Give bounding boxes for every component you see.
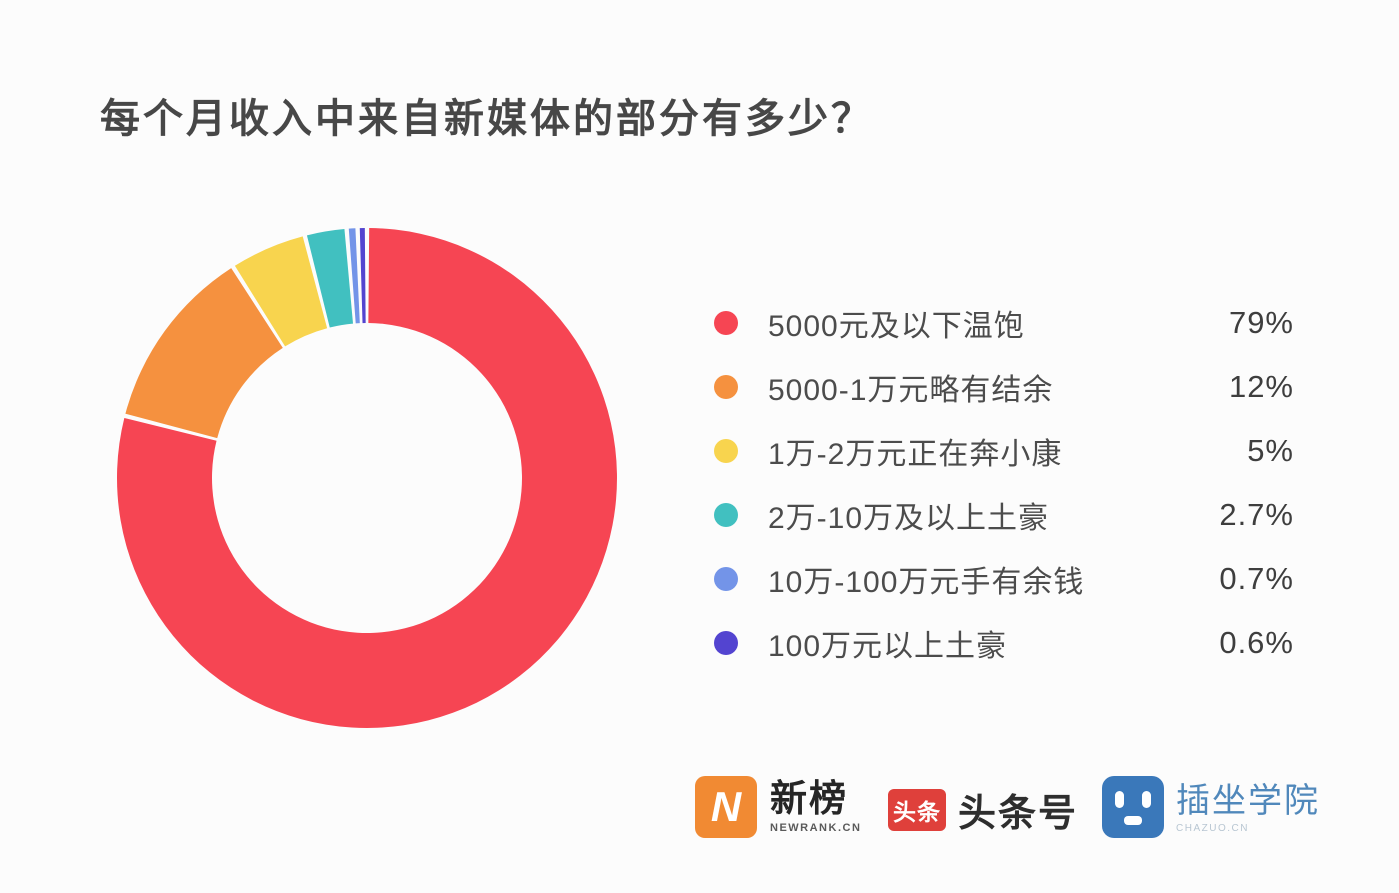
toutiao-badge-icon: 头条 xyxy=(888,788,946,831)
legend-value: 12% xyxy=(1228,369,1294,404)
legend-dot-icon xyxy=(714,375,738,399)
legend-item: 1万-2万元正在奔小康 5% xyxy=(706,431,1294,471)
legend-item: 5000元及以下温饱 79% xyxy=(706,303,1294,343)
legend-item: 100万元以上土豪 0.6% xyxy=(706,623,1294,663)
chazuo-eye-icon xyxy=(1142,791,1151,808)
chazuo-name: 插坐学院 xyxy=(1176,782,1320,820)
legend-dot-icon xyxy=(714,631,738,655)
donut-segment-3 xyxy=(306,229,354,328)
legend-label: 1万-2万元正在奔小康 xyxy=(768,438,1063,471)
legend: 5000元及以下温饱 79% 5000-1万元略有结余 12% 1万-2万元正在… xyxy=(706,303,1294,687)
legend-label: 5000-1万元略有结余 xyxy=(768,374,1054,407)
legend-dot-icon xyxy=(714,503,738,527)
donut-segment-0 xyxy=(116,228,617,729)
legend-item: 2万-10万及以上土豪 2.7% xyxy=(706,495,1294,535)
newrank-n-icon: N xyxy=(695,776,757,838)
chazuo-subtext: CHAZUO.CN xyxy=(1176,823,1249,834)
newrank-logo: N 新榜 NEWRANK.CN xyxy=(695,776,861,838)
newrank-subtext: NEWRANK.CN xyxy=(770,822,862,834)
legend-item: 5000-1万元略有结余 12% xyxy=(706,367,1294,407)
toutiao-logo: 头条 头条号 xyxy=(888,782,1078,837)
toutiao-name: 头条号 xyxy=(958,793,1079,835)
newrank-text: 新榜 NEWRANK.CN xyxy=(770,776,861,834)
legend-label: 5000元及以下温饱 xyxy=(768,310,1025,343)
legend-label: 100万元以上土豪 xyxy=(768,630,1008,663)
donut-segment-4 xyxy=(348,228,360,324)
legend-dot-icon xyxy=(714,439,738,463)
legend-item: 10万-100万元手有余钱 0.7% xyxy=(706,559,1294,599)
donut-segment-5 xyxy=(359,228,366,324)
legend-label: 2万-10万及以上土豪 xyxy=(768,502,1050,535)
donut-chart xyxy=(115,226,619,730)
chazuo-mouth-icon xyxy=(1124,816,1142,825)
newrank-name: 新榜 xyxy=(770,778,848,819)
legend-value: 79% xyxy=(1228,305,1294,340)
legend-value: 2.7% xyxy=(1219,497,1294,532)
page-title: 每个月收入中来自新媒体的部分有多少？ xyxy=(100,97,874,141)
legend-value: 5% xyxy=(1247,433,1294,468)
chazuo-text: 插坐学院 CHAZUO.CN xyxy=(1176,776,1320,834)
legend-value: 0.6% xyxy=(1219,625,1294,660)
chazuo-logo: 插坐学院 CHAZUO.CN xyxy=(1102,776,1320,838)
chazuo-eye-icon xyxy=(1115,791,1124,808)
legend-value: 0.7% xyxy=(1219,561,1294,596)
legend-label: 10万-100万元手有余钱 xyxy=(768,566,1085,599)
legend-dot-icon xyxy=(714,567,738,591)
donut-segment-2 xyxy=(234,236,328,347)
legend-dot-icon xyxy=(714,311,738,335)
donut-chart-svg xyxy=(116,228,617,729)
donut-segment-1 xyxy=(125,268,283,439)
chazuo-face-icon xyxy=(1102,776,1164,838)
